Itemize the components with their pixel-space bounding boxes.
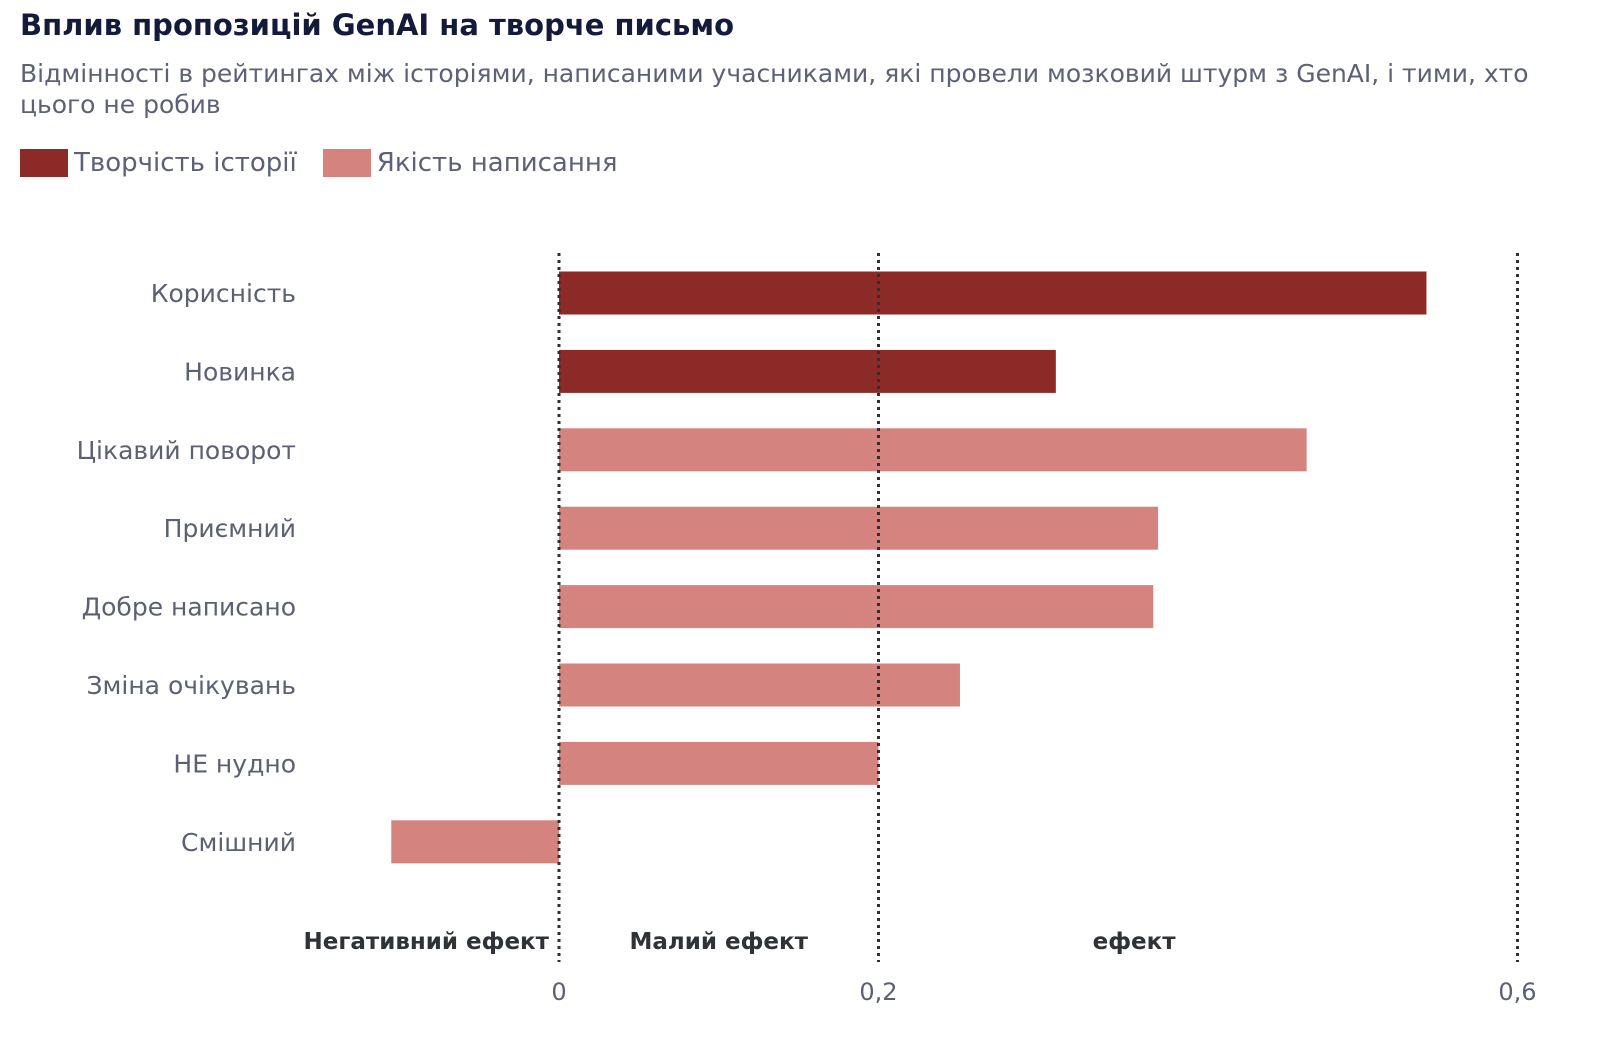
category-label-зміна-очікувань: Зміна очікувань — [87, 671, 297, 700]
legend-label-story-creativity: Творчість історії — [74, 148, 297, 178]
x-tick-label-1: 0,2 — [859, 978, 897, 1006]
bar-приємний[interactable] — [559, 506, 1159, 550]
legend-label-writing-quality: Якість написання — [376, 148, 618, 178]
chart-subtitle: Відмінності в рейтингах між історіями, н… — [20, 59, 1529, 119]
bar-добре-написано[interactable] — [559, 585, 1154, 629]
legend-item-writing-quality[interactable]: Якість написання — [322, 148, 618, 178]
region-label-0: Негативний ефект — [304, 929, 550, 955]
legend: Творчість історії Якість написання — [20, 148, 643, 178]
category-label-корисність: Корисність — [151, 279, 296, 308]
legend-item-story-creativity[interactable]: Творчість історії — [20, 148, 297, 178]
chart-title: Вплив пропозицій GenAI на творче письмо — [20, 8, 735, 42]
category-label-не-нудно: НЕ нудно — [173, 749, 296, 778]
x-tick-label-2: 0,6 — [1498, 978, 1536, 1006]
bar-не-нудно[interactable] — [559, 741, 879, 785]
bar-новинка[interactable] — [559, 349, 1056, 393]
bars-layer — [391, 271, 1427, 864]
category-label-добре-написано: Добре написано — [82, 593, 296, 622]
x-tick-label-0: 0 — [551, 978, 566, 1006]
category-label-смішний: Смішний — [181, 828, 296, 857]
region-label-2: ефект — [1093, 929, 1177, 955]
reference-lines-layer — [557, 253, 1519, 962]
bar-смішний[interactable] — [391, 820, 559, 864]
legend-swatch-writing-quality — [322, 149, 371, 177]
bar-цікавий-поворот[interactable] — [559, 428, 1307, 472]
category-label-новинка: Новинка — [184, 357, 296, 386]
bar-корисність[interactable] — [559, 271, 1427, 315]
legend-swatch-story-creativity — [20, 149, 68, 177]
labels-layer: Корисність Новинка Цікавий поворот Приємний… — [77, 279, 1537, 1006]
category-label-приємний: Приємний — [164, 514, 296, 543]
category-label-цікавий-поворот: Цікавий поворот — [77, 436, 296, 465]
region-label-1: Малий ефект — [630, 929, 809, 955]
bar-зміна-очікувань[interactable] — [559, 663, 960, 707]
